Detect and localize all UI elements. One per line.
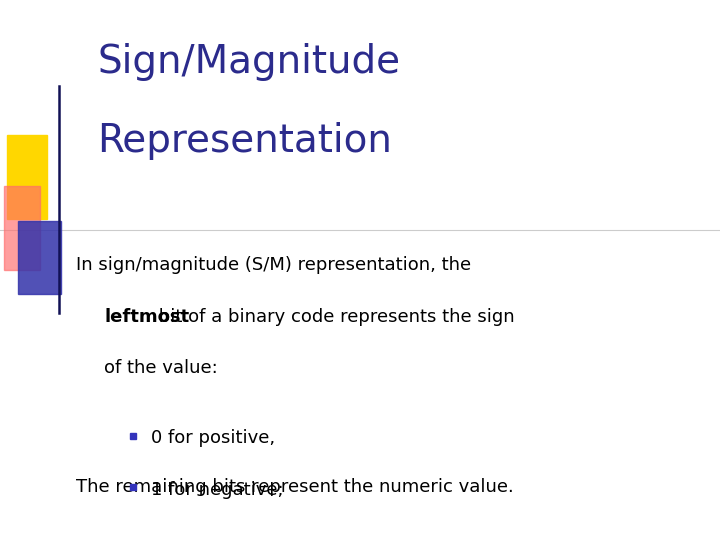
Text: 1 for negative;: 1 for negative; [151,481,284,498]
Text: bit of a binary code represents the sign: bit of a binary code represents the sign [153,308,515,326]
Text: In sign/magnitude (S/M) representation, the: In sign/magnitude (S/M) representation, … [76,256,471,274]
Bar [18,221,61,294]
Bar [4,186,40,270]
Text: 0 for positive,: 0 for positive, [151,429,275,447]
Text: The remaining bits represent the numeric value.: The remaining bits represent the numeric… [76,478,513,496]
Bar [7,135,47,219]
Text: of the value:: of the value: [104,359,218,377]
Text: leftmost: leftmost [104,308,189,326]
Text: Representation: Representation [97,122,392,159]
Text: Sign/Magnitude: Sign/Magnitude [97,43,400,81]
